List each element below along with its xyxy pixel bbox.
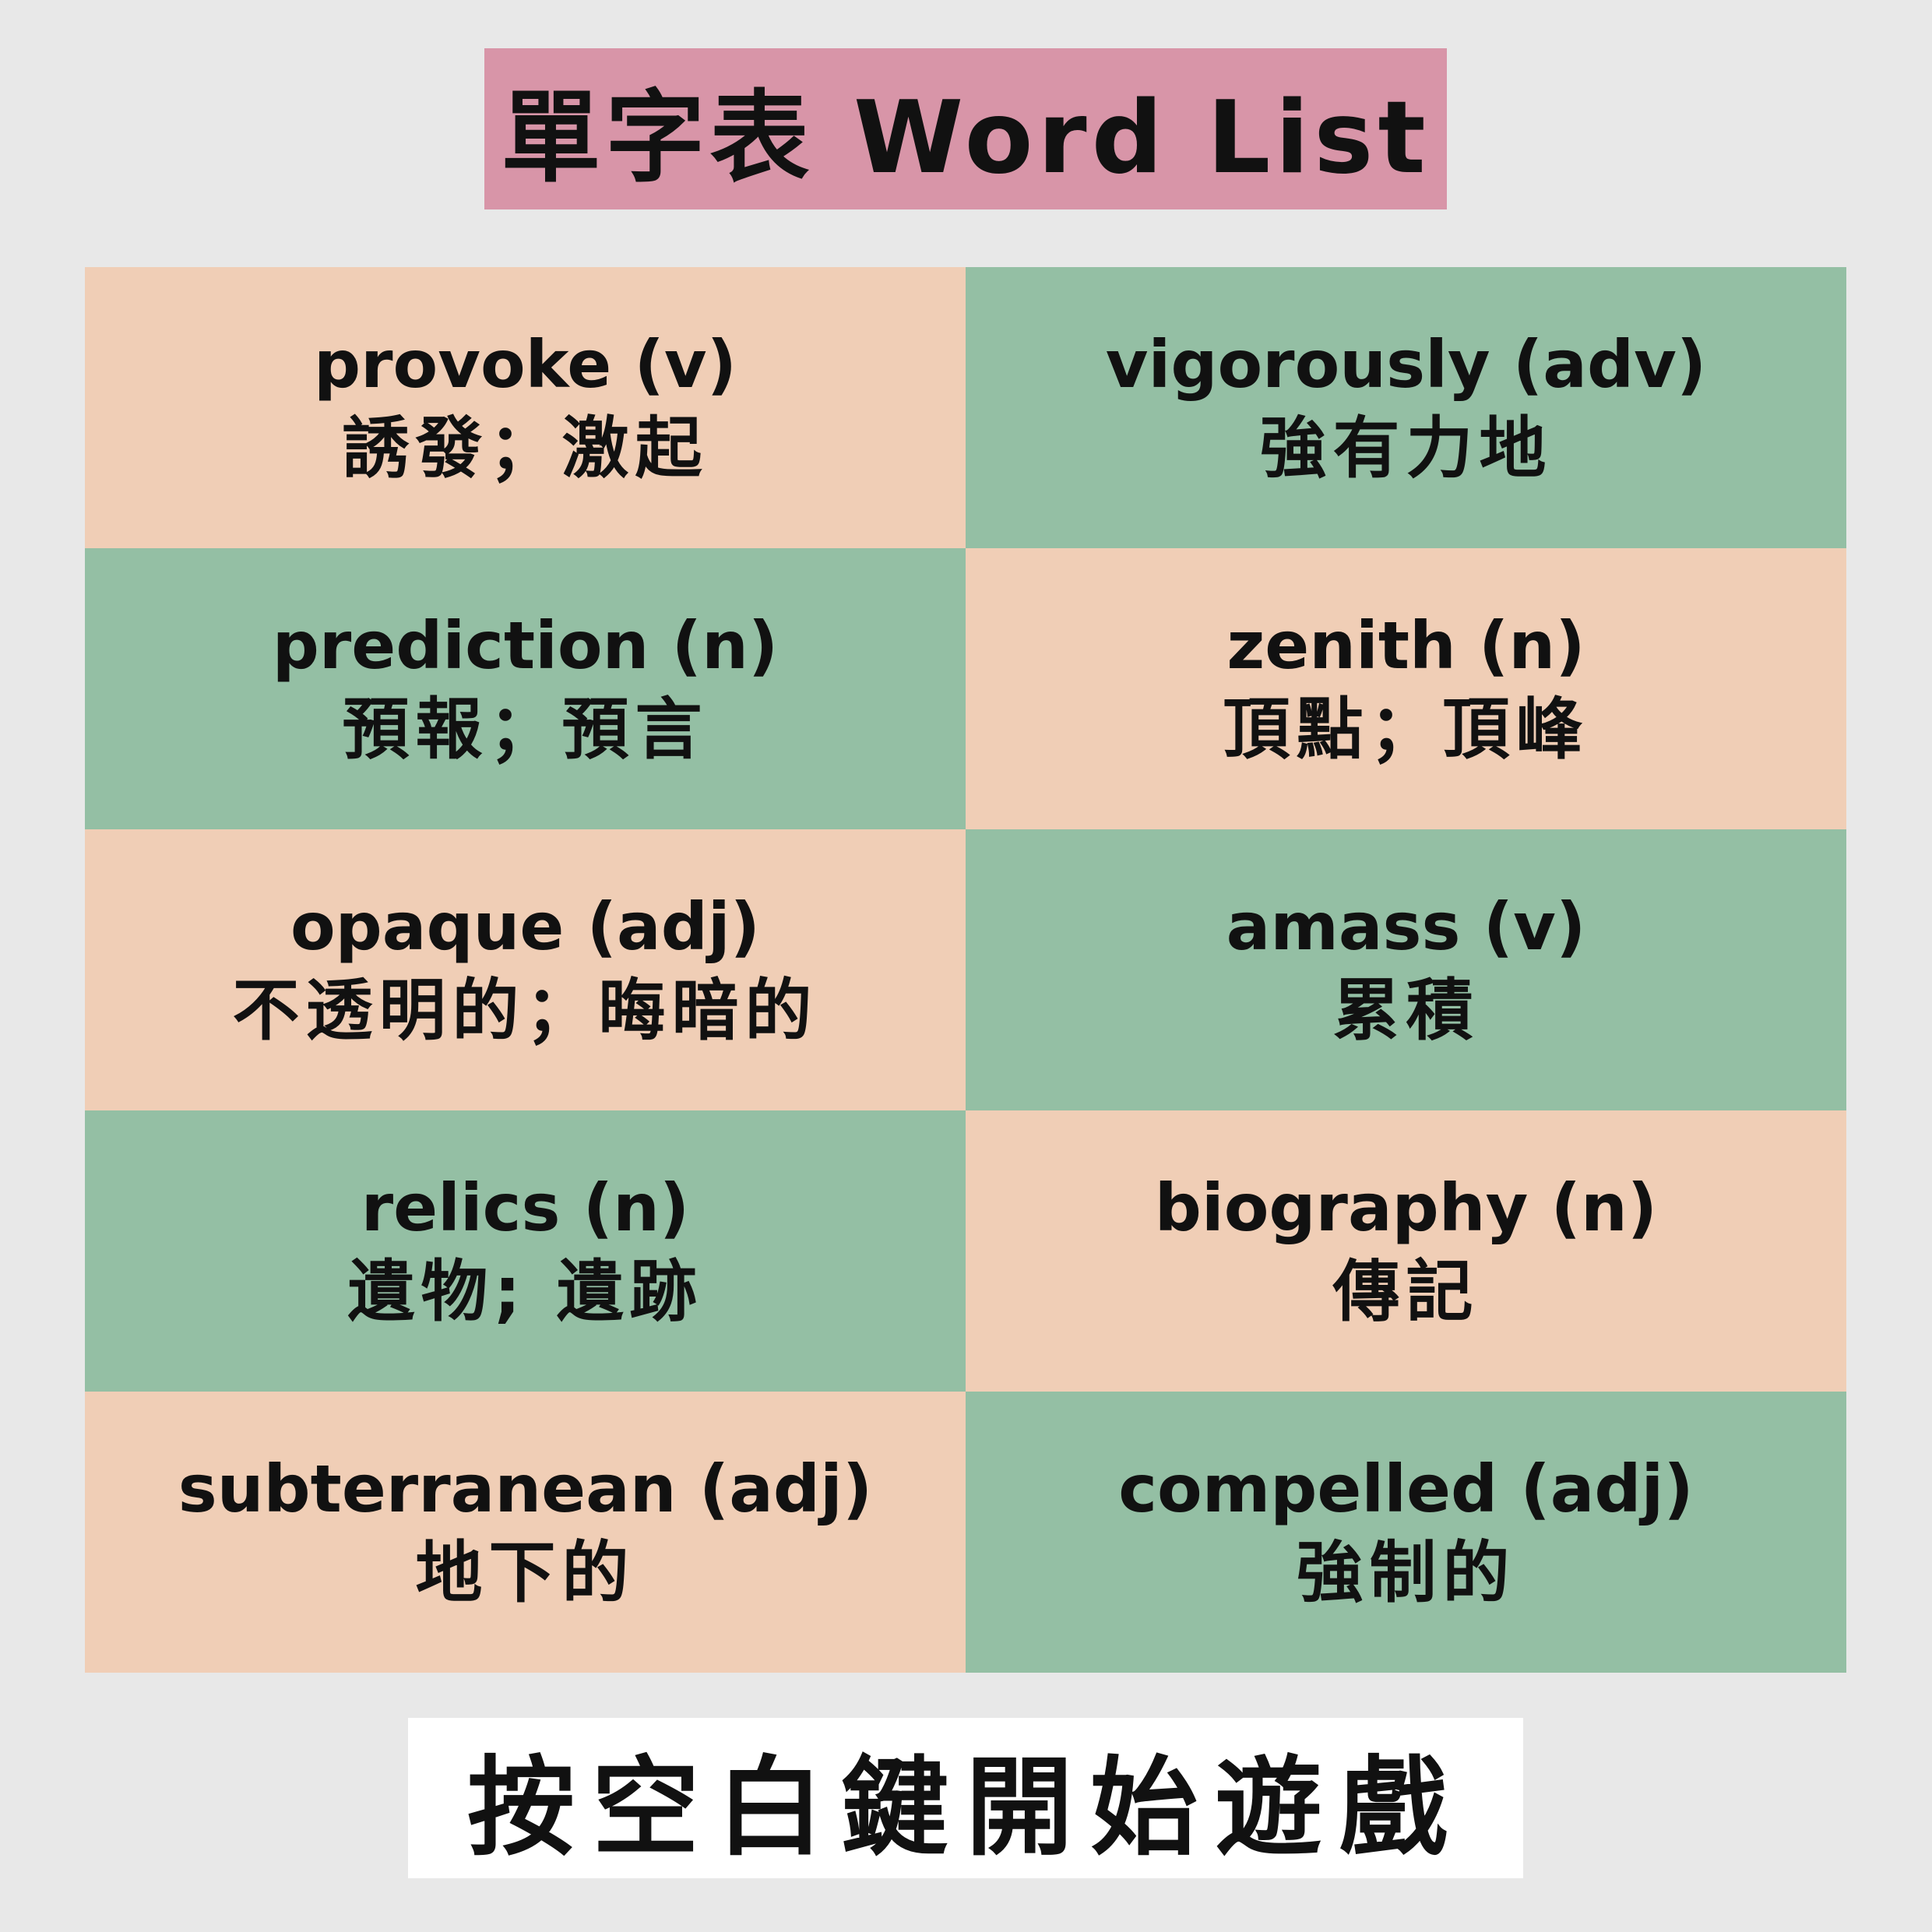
word-card: relics (n) 遺物; 遺跡 bbox=[85, 1110, 966, 1392]
word-meaning: 傳記 bbox=[1332, 1252, 1480, 1331]
word-card: compelled (adj) 強制的 bbox=[966, 1392, 1846, 1673]
word-meaning: 誘發；激起 bbox=[342, 409, 709, 487]
word-meaning: 不透明的；晦暗的 bbox=[232, 971, 818, 1050]
word-meaning: 預報；預言 bbox=[342, 690, 709, 769]
word-card: biography (n) 傳記 bbox=[966, 1110, 1846, 1392]
word-term: amass (v) bbox=[1226, 888, 1586, 965]
word-card: vigorously (adv) 強有力地 bbox=[966, 267, 1846, 548]
start-game-button[interactable]: 按空白鍵開始遊戲 bbox=[408, 1718, 1523, 1878]
word-card: provoke (v) 誘發；激起 bbox=[85, 267, 966, 548]
word-term: biography (n) bbox=[1154, 1169, 1658, 1246]
word-card: subterranean (adj) 地下的 bbox=[85, 1392, 966, 1673]
word-term: compelled (adj) bbox=[1118, 1450, 1694, 1527]
word-card: amass (v) 累積 bbox=[966, 829, 1846, 1110]
word-term: provoke (v) bbox=[313, 326, 737, 403]
word-list-grid: provoke (v) 誘發；激起 vigorously (adv) 強有力地 … bbox=[85, 267, 1846, 1673]
word-term: opaque (adj) bbox=[290, 888, 761, 965]
word-meaning: 頂點；頂峰 bbox=[1223, 690, 1589, 769]
word-card: zenith (n) 頂點；頂峰 bbox=[966, 548, 1846, 829]
word-term: prediction (n) bbox=[272, 607, 779, 684]
start-game-label: 按空白鍵開始遊戲 bbox=[466, 1745, 1464, 1870]
word-meaning: 強制的 bbox=[1296, 1533, 1516, 1612]
title-banner: 單字表 Word List bbox=[484, 48, 1447, 209]
page-title: 單字表 Word List bbox=[501, 80, 1431, 196]
word-meaning: 遺物; 遺跡 bbox=[347, 1252, 703, 1331]
word-meaning: 地下的 bbox=[415, 1533, 635, 1612]
word-term: zenith (n) bbox=[1226, 607, 1585, 684]
word-term: vigorously (adv) bbox=[1105, 326, 1707, 403]
word-card: prediction (n) 預報；預言 bbox=[85, 548, 966, 829]
word-term: relics (n) bbox=[361, 1169, 690, 1246]
word-meaning: 累積 bbox=[1332, 971, 1480, 1050]
word-meaning: 強有力地 bbox=[1259, 409, 1553, 487]
word-card: opaque (adj) 不透明的；晦暗的 bbox=[85, 829, 966, 1110]
word-term: subterranean (adj) bbox=[178, 1450, 873, 1527]
